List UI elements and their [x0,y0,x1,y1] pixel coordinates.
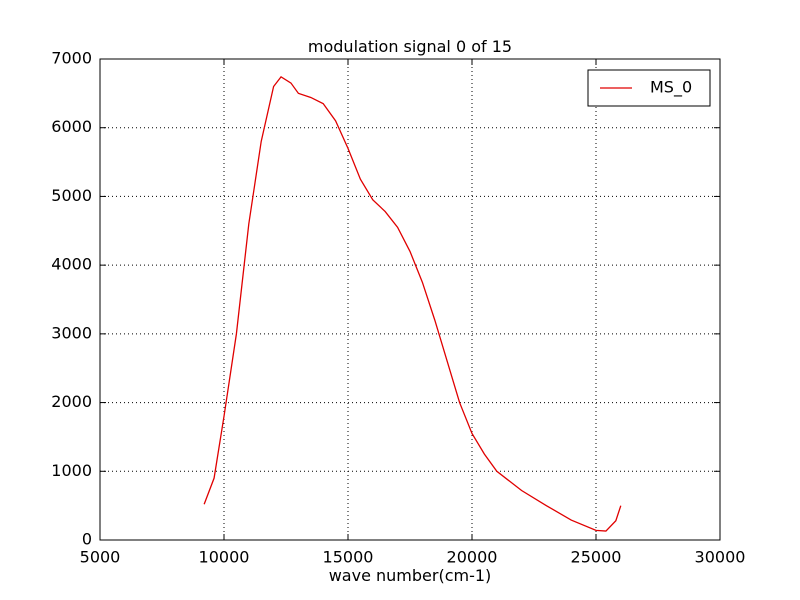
chart-title: modulation signal 0 of 15 [308,37,512,56]
data-line [203,76,622,532]
x-tick-label: 25000 [571,548,622,567]
y-tick-label: 7000 [51,49,92,68]
x-axis-label: wave number(cm-1) [329,566,492,585]
x-tick-label: 5000 [80,548,121,567]
y-tick-label: 4000 [51,255,92,274]
x-tick-label: 15000 [323,548,374,567]
plot-frame [99,58,721,541]
legend-box [587,69,711,107]
y-tick-label: 1000 [51,461,92,480]
y-tick-label: 2000 [51,392,92,411]
x-tick-label: 30000 [695,548,746,567]
y-tick-label: 6000 [51,117,92,136]
x-tick-label: 20000 [447,548,498,567]
y-tick-label: 0 [82,530,92,549]
x-tick-label: 10000 [199,548,250,567]
y-tick-label: 3000 [51,323,92,342]
legend-label: MS_0 [650,78,692,98]
y-tick-label: 5000 [51,186,92,205]
